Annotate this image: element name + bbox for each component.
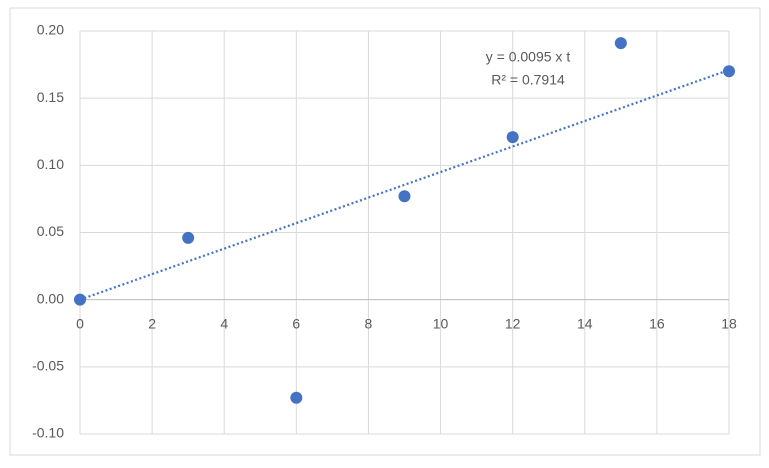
- y-tick-label: 0.05: [37, 223, 64, 239]
- y-tick-label: 0.20: [37, 22, 64, 38]
- point: [290, 391, 303, 404]
- y-tick-label: -0.10: [32, 425, 64, 441]
- x-tick-label: 18: [721, 315, 737, 331]
- point: [614, 37, 627, 50]
- x-tick-label: 0: [76, 315, 84, 331]
- point: [398, 190, 411, 203]
- x-tick-label: 8: [365, 315, 373, 331]
- x-tick-label: 6: [292, 315, 300, 331]
- x-tick-label: 12: [505, 315, 521, 331]
- chart-border: [9, 7, 761, 456]
- x-tick-label: 14: [577, 315, 593, 331]
- trendline-r-squared: R² = 0.7914: [491, 72, 565, 88]
- x-tick-label: 16: [649, 315, 665, 331]
- x-tick-label: 4: [220, 315, 228, 331]
- y-tick-label: 0.00: [37, 290, 64, 306]
- trendline-equation: y = 0.0095 x t: [486, 49, 571, 65]
- y-tick-label: -0.05: [32, 358, 64, 374]
- y-tick-label: 0.10: [37, 156, 64, 172]
- point: [723, 65, 735, 78]
- point: [182, 231, 195, 244]
- y-tick-label: 0.15: [37, 89, 64, 105]
- point: [506, 131, 519, 144]
- point: [74, 293, 86, 306]
- x-tick-label: 10: [433, 315, 449, 331]
- x-tick-label: 2: [148, 315, 156, 331]
